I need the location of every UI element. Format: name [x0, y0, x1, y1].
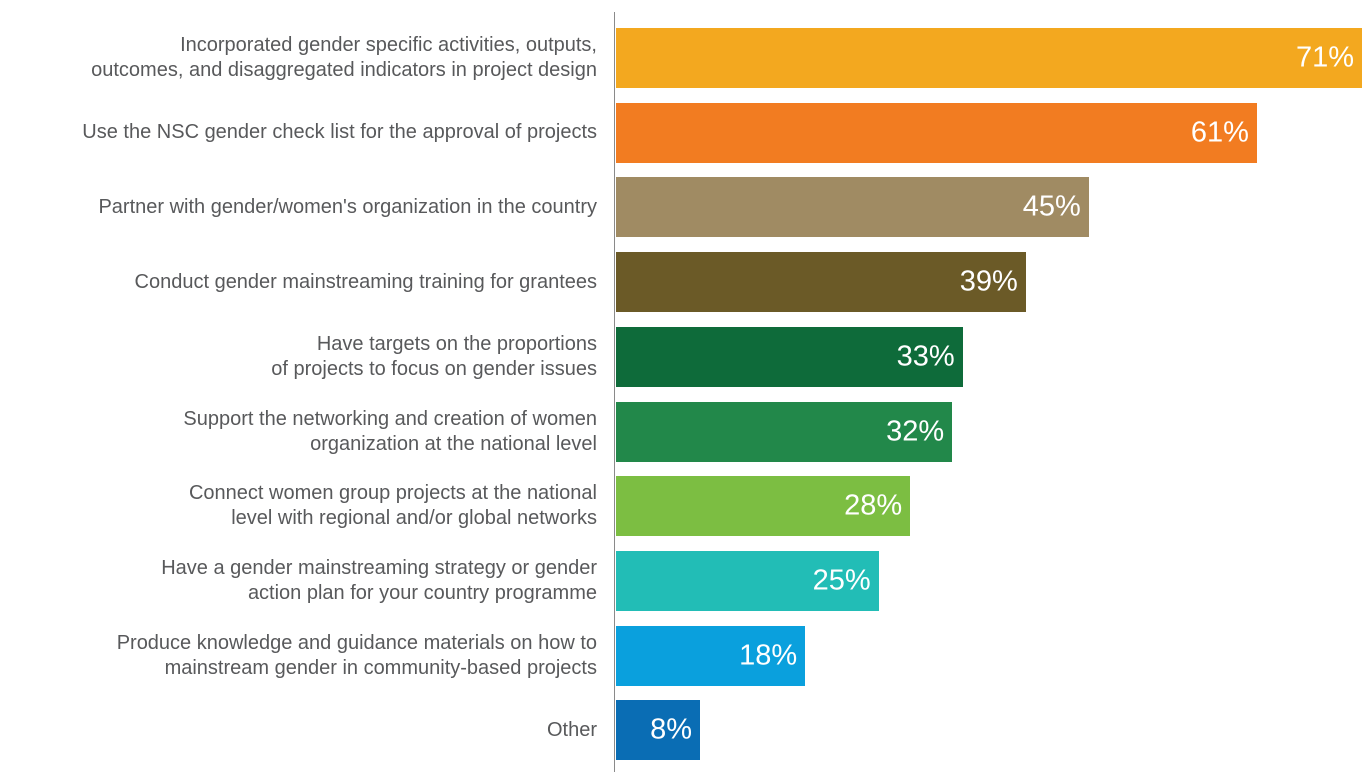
- bar-value-label: 71%: [1295, 41, 1354, 74]
- bar: 71%: [616, 28, 1362, 88]
- bar-value-label: 25%: [812, 564, 871, 597]
- bar: 39%: [616, 252, 1026, 313]
- bar-value-label: 18%: [739, 639, 798, 672]
- bar: 18%: [616, 625, 806, 686]
- category-label: Conduct gender mainstreaming training fo…: [0, 270, 597, 295]
- bar-value-label: 39%: [959, 265, 1018, 298]
- category-label: Use the NSC gender check list for the ap…: [0, 120, 597, 145]
- bar: 33%: [616, 326, 963, 387]
- category-label: Other: [0, 718, 597, 743]
- bar: 32%: [616, 401, 953, 462]
- category-axis-line: [614, 12, 615, 772]
- bar: 25%: [616, 550, 879, 611]
- category-label: Partner with gender/women's organization…: [0, 195, 597, 220]
- category-label-line: Have a gender mainstreaming strategy or …: [161, 556, 597, 579]
- category-label: Produce knowledge and guidance materials…: [0, 631, 597, 681]
- bar-value-label: 45%: [1022, 190, 1081, 223]
- bar-value-label: 32%: [886, 415, 945, 447]
- category-label: Incorporated gender specific activities,…: [0, 33, 597, 83]
- bar: 8%: [616, 700, 701, 761]
- category-label-line: of projects to focus on gender issues: [271, 357, 597, 380]
- category-label-line: Connect women group projects at the nati…: [188, 482, 597, 505]
- bar-value-label: 8%: [650, 713, 693, 746]
- bar: 28%: [616, 476, 911, 537]
- bar-value-label: 33%: [896, 340, 955, 373]
- category-label-line: Use the NSC gender check list for the ap…: [82, 121, 597, 144]
- category-label-line: Produce knowledge and guidance materials…: [116, 631, 597, 654]
- category-label-line: outcomes, and disaggregated indicators i…: [91, 59, 597, 81]
- category-label-line: Support the networking and creation of w…: [183, 407, 597, 430]
- category-label: Have targets on the proportions of projec…: [0, 332, 597, 382]
- category-label: Support the networking and creation of w…: [0, 407, 597, 457]
- bar: 45%: [616, 177, 1089, 238]
- category-label-line: level with regional and/or global networ…: [231, 507, 597, 530]
- category-label-line: Partner with gender/women's organization…: [98, 195, 597, 218]
- category-label: Have a gender mainstreaming strategy or …: [0, 556, 597, 606]
- category-label-line: Conduct gender mainstreaming training fo…: [134, 270, 597, 293]
- category-label: Connect women group projects at the nati…: [0, 481, 597, 531]
- category-label-line: action plan for your country programme: [247, 581, 597, 604]
- bar: 61%: [616, 102, 1257, 163]
- bar-value-label: 61%: [1190, 116, 1249, 149]
- category-label-line: Other: [546, 718, 597, 741]
- category-label-line: mainstream gender in community-based pro…: [164, 656, 597, 679]
- bar-value-label: 28%: [844, 489, 903, 522]
- category-label-line: Have targets on the proportions: [316, 332, 597, 355]
- category-label-line: Incorporated gender specific activities,…: [180, 34, 597, 56]
- category-label-line: organization at the national level: [310, 432, 597, 455]
